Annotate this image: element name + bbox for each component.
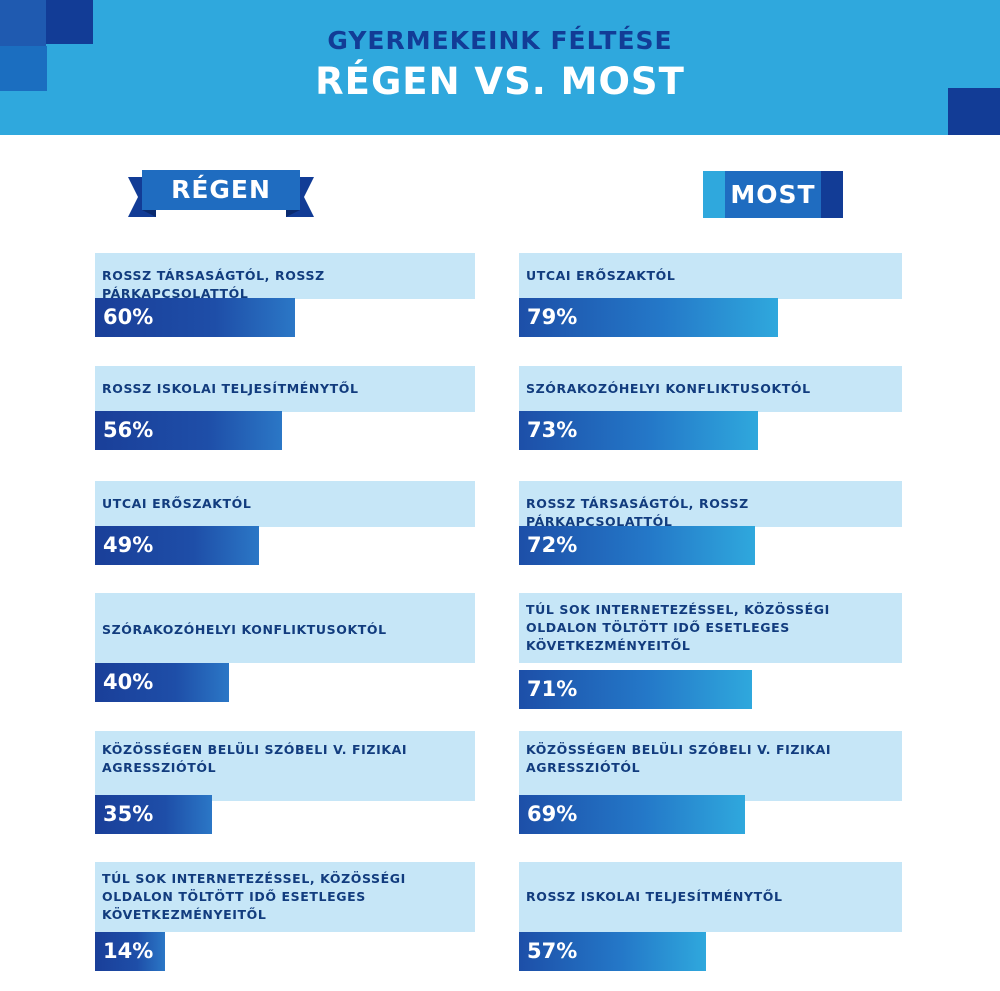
value-bar: 69% <box>519 795 746 834</box>
category-label: UTCAI ERŐSZAKTÓL <box>102 496 252 511</box>
category-label: UTCAI ERŐSZAKTÓL <box>526 268 676 283</box>
item-label-panel <box>519 731 902 801</box>
value-label: 40% <box>103 670 154 694</box>
value-label: 79% <box>527 305 578 329</box>
category-label: TÚL SOK INTERNETEZÉSSEL, KÖZÖSSÉGI OLDAL… <box>102 871 406 922</box>
category-label: ROSSZ TÁRSASÁGTÓL, ROSSZ PÁRKAPCSOLATTÓL <box>102 268 325 301</box>
value-label: 49% <box>103 533 154 557</box>
value-bar: 57% <box>519 932 706 971</box>
value-label: 56% <box>103 418 154 442</box>
item-label-panel <box>95 253 475 299</box>
most-badge: MOST <box>703 171 843 218</box>
value-bar: 71% <box>519 670 752 709</box>
value-bar: 72% <box>519 526 756 565</box>
category-label: SZÓRAKOZÓHELYI KONFLIKTUSOKTÓL <box>102 622 387 637</box>
value-label: 35% <box>103 802 154 826</box>
item-label-panel <box>519 481 902 527</box>
decorative-square <box>0 46 47 91</box>
value-bar: 35% <box>95 795 212 834</box>
value-bar: 14% <box>95 932 165 971</box>
value-label: 14% <box>103 939 154 963</box>
badge-left-stripe <box>703 171 725 218</box>
value-bar: 73% <box>519 411 759 450</box>
value-label: 73% <box>527 418 578 442</box>
item-label-panel <box>519 253 902 299</box>
chart-title-line-2: RÉGEN VS. MOST <box>315 60 685 103</box>
regen-panel-title: RÉGEN <box>171 175 271 204</box>
value-bar: 79% <box>519 298 779 337</box>
most-panel-title: MOST <box>730 180 816 209</box>
badge-center <box>725 171 821 218</box>
category-label: TÚL SOK INTERNETEZÉSSEL, KÖZÖSSÉGI OLDAL… <box>526 602 830 653</box>
ribbon-banner-icon <box>128 170 314 217</box>
value-label: 71% <box>527 677 578 701</box>
value-bar: 60% <box>95 298 296 337</box>
value-bar: 56% <box>95 411 283 450</box>
category-label: ROSSZ TÁRSASÁGTÓL, ROSSZ PÁRKAPCSOLATTÓL <box>526 496 749 529</box>
value-bar: 40% <box>95 663 229 702</box>
chart-title-line-1: GYERMEKEINK FÉLTÉSE <box>327 26 673 55</box>
value-label: 72% <box>527 533 578 557</box>
header-banner: GYERMEKEINK FÉLTÉSE RÉGEN VS. MOST <box>0 0 1000 135</box>
category-label: KÖZÖSSÉGEN BELÜLI SZÓBELI V. FIZIKAI AGR… <box>102 742 408 775</box>
category-label: SZÓRAKOZÓHELYI KONFLIKTUSOKTÓL <box>526 381 811 396</box>
item-label-panel <box>95 366 475 412</box>
item-label-panel <box>95 593 475 663</box>
item-label-panel <box>519 862 902 932</box>
category-label: ROSSZ ISKOLAI TELJESÍTMÉNYTŐL <box>102 381 359 396</box>
value-bar: 49% <box>95 526 259 565</box>
item-label-panel <box>95 731 475 801</box>
value-label: 60% <box>103 305 154 329</box>
decorative-square <box>0 0 46 46</box>
category-label: KÖZÖSSÉGEN BELÜLI SZÓBELI V. FIZIKAI AGR… <box>526 742 832 775</box>
item-label-panel <box>95 481 475 527</box>
category-label: ROSSZ ISKOLAI TELJESÍTMÉNYTŐL <box>526 889 783 904</box>
value-label: 69% <box>527 802 578 826</box>
badge-right-stripe <box>821 171 843 218</box>
item-label-panel <box>95 862 475 932</box>
regen-ribbon: RÉGEN <box>128 170 314 222</box>
value-label: 57% <box>527 939 578 963</box>
decorative-square <box>948 88 1000 135</box>
item-label-panel <box>519 366 902 412</box>
item-label-panel <box>519 593 902 663</box>
decorative-square <box>46 0 93 44</box>
